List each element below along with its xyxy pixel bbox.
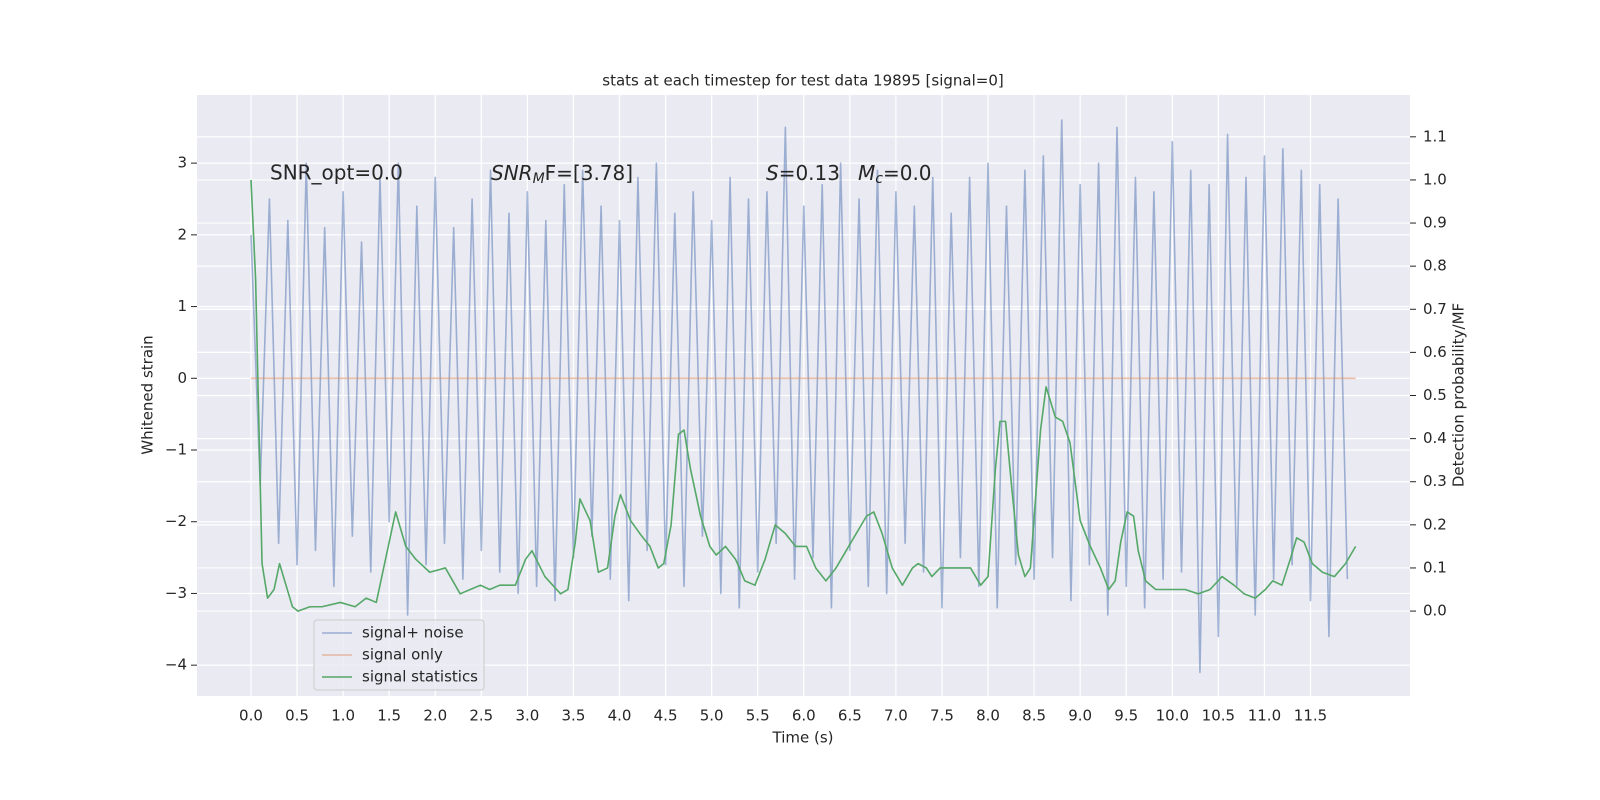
x-tick-label: 6.5 bbox=[838, 707, 862, 725]
legend-label: signal+ noise bbox=[362, 624, 464, 642]
x-tick-label: 11.0 bbox=[1248, 707, 1281, 725]
x-tick-label: 3.0 bbox=[515, 707, 539, 725]
series-line bbox=[250, 119, 1349, 674]
x-tick-label: 2.0 bbox=[423, 707, 447, 725]
annotation: SNR_opt=0.0 bbox=[270, 161, 403, 185]
y2-tick-label: 1.0 bbox=[1423, 170, 1447, 188]
y2-tick-label: 0.1 bbox=[1423, 558, 1447, 576]
x-tick-label: 1.5 bbox=[377, 707, 401, 725]
y-axis-label: Whitened strain bbox=[139, 335, 157, 454]
y-tick-label: 2 bbox=[177, 225, 187, 243]
annotation-part: SNR bbox=[491, 161, 533, 185]
annotations: SNR_opt=0.0 SNRMF=[3.78] S=0.13 Mc=0.0 bbox=[270, 161, 932, 188]
x-tick-label: 2.5 bbox=[469, 707, 493, 725]
x-tick-label: 8.5 bbox=[1022, 707, 1046, 725]
x-tick-label: 1.0 bbox=[331, 707, 355, 725]
series-line bbox=[250, 179, 1357, 612]
x-tick-label: 4.0 bbox=[608, 707, 632, 725]
x-tick-label: 4.5 bbox=[654, 707, 678, 725]
y-tick-label: 1 bbox=[177, 297, 187, 315]
labels: 0.0 0.5 1.0 1.5 2.0 2.5 3.0 3.5 4.0 4.5 5.0 5.5 6.0 6… bbox=[165, 127, 1447, 724]
y2-tick-label: 0.7 bbox=[1423, 300, 1447, 318]
y-tick-label: 0 bbox=[177, 369, 187, 387]
x-tick-label: 7.5 bbox=[930, 707, 954, 725]
x-tick-label: 3.5 bbox=[562, 707, 586, 725]
y-tick-label: −4 bbox=[165, 656, 187, 674]
x-tick-label: 11.5 bbox=[1294, 707, 1327, 725]
x-tick-label: 8.0 bbox=[976, 707, 1000, 725]
annotation: Mc=0.0 bbox=[858, 161, 932, 188]
y-tick-label: 3 bbox=[177, 154, 187, 172]
y-tick-label: −2 bbox=[165, 512, 187, 530]
legend-label: signal statistics bbox=[362, 668, 478, 686]
y2-tick-label: 1.1 bbox=[1423, 127, 1447, 145]
x-tick-label: 5.0 bbox=[700, 707, 724, 725]
x-tick-label: 10.5 bbox=[1202, 707, 1235, 725]
legend: signal+ noise signal only signal statistic… bbox=[313, 619, 485, 691]
x-tick-label: 7.0 bbox=[884, 707, 908, 725]
x-axis-label: Time (s) bbox=[772, 729, 834, 747]
y2-tick-label: 0.5 bbox=[1423, 386, 1447, 404]
x-tick-label: 9.0 bbox=[1068, 707, 1092, 725]
chart-title: stats at each timestep for test data 198… bbox=[602, 72, 1003, 90]
annotation-part: =0.13 bbox=[779, 161, 840, 185]
annotation: SNRMF=[3.78] bbox=[491, 161, 633, 188]
marks bbox=[250, 119, 1357, 674]
annotation-part: =0.0 bbox=[883, 161, 932, 185]
annotation-part: F=[3.78] bbox=[545, 161, 633, 185]
x-tick-label: 0.0 bbox=[239, 707, 263, 725]
y2-axis-label: Detection probability/MF bbox=[1450, 303, 1468, 487]
x-tick-label: 9.5 bbox=[1114, 707, 1138, 725]
y2-tick-label: 0.4 bbox=[1423, 429, 1447, 447]
x-tick-label: 0.5 bbox=[285, 707, 309, 725]
x-tick-label: 10.0 bbox=[1156, 707, 1189, 725]
annotation-part: M bbox=[858, 161, 875, 185]
annotation-part: S bbox=[766, 161, 779, 185]
y-tick-label: −3 bbox=[165, 584, 187, 602]
x-tick-label: 5.5 bbox=[746, 707, 770, 725]
y2-tick-label: 0.3 bbox=[1423, 472, 1447, 490]
y2-tick-label: 0.2 bbox=[1423, 515, 1447, 533]
legend-label: signal only bbox=[362, 646, 443, 664]
y2-tick-label: 0.6 bbox=[1423, 343, 1447, 361]
annotation: S=0.13 bbox=[766, 161, 840, 185]
y2-tick-label: 0.9 bbox=[1423, 214, 1447, 232]
y-tick-label: −1 bbox=[165, 441, 187, 459]
y2-tick-label: 0.0 bbox=[1423, 602, 1447, 620]
legend-box bbox=[313, 619, 485, 691]
y2-tick-label: 0.8 bbox=[1423, 257, 1447, 275]
x-tick-label: 6.0 bbox=[792, 707, 816, 725]
annotation-sub: c bbox=[875, 171, 883, 187]
annotation-sub: M bbox=[533, 171, 545, 187]
